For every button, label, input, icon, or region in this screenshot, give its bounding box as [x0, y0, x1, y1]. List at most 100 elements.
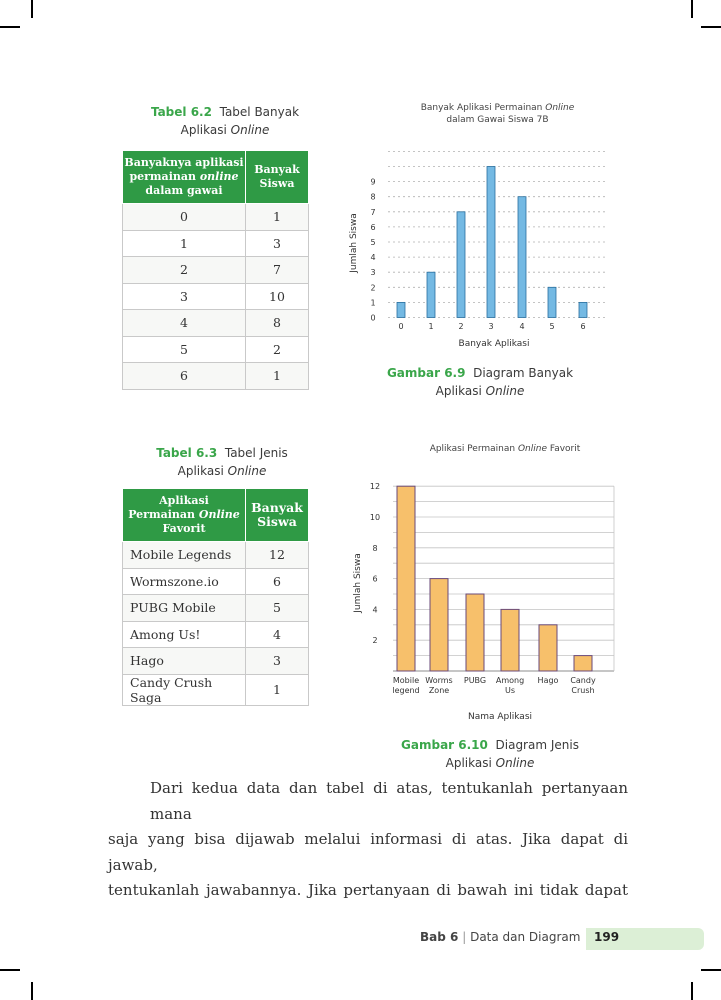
table1-header-col2: Banyak Siswa: [245, 150, 309, 204]
crop-mark: [0, 969, 20, 971]
table1: Banyaknya aplikasi permainan online dala…: [122, 150, 309, 390]
crop-mark: [691, 0, 693, 18]
x-tick-label: Among: [496, 676, 524, 685]
bar: [500, 608, 520, 672]
y-tick-label: 5: [370, 238, 375, 247]
x-tick-label: 1: [428, 322, 433, 331]
table-cell-category: 0: [122, 203, 246, 231]
paragraph-line: tentukanlah jawabannya. Jika pertanyaan …: [108, 881, 628, 899]
crop-mark: [31, 0, 33, 18]
x-tick-label: Candy: [570, 676, 596, 685]
table-cell-category: 4: [122, 309, 246, 337]
bar: [456, 211, 466, 318]
table-cell-count: 10: [245, 282, 309, 310]
x-tick-label: Worms: [425, 676, 452, 685]
crop-mark: [31, 982, 33, 1000]
crop-mark: [701, 26, 721, 28]
paragraph-line: saja yang bisa dijawab melalui informasi…: [108, 830, 628, 874]
table-cell-count: 5: [245, 594, 309, 622]
crop-mark: [701, 969, 721, 971]
table-cell-count: 1: [245, 673, 309, 706]
table2: Aplikasi Permainan Online Favorit Banyak…: [122, 488, 309, 706]
table-cell-count: 7: [245, 256, 309, 284]
table-row: 3 10: [122, 282, 309, 310]
x-tick-label: 0: [398, 322, 403, 331]
bar: [429, 578, 449, 672]
table-cell-count: 2: [245, 335, 309, 363]
table-cell-category: 5: [122, 335, 246, 363]
y-tick-label: 8: [372, 544, 377, 553]
table-row: Among Us! 4: [122, 620, 309, 648]
body-paragraph: Dari kedua data dan tabel di atas, tentu…: [108, 776, 628, 904]
y-tick-label: 4: [372, 605, 377, 614]
y-tick-label: 1: [370, 298, 375, 307]
x-axis-label: Nama Aplikasi: [468, 712, 532, 722]
figure1-label: Gambar 6.9: [386, 366, 466, 380]
table-cell-count: 3: [245, 229, 309, 257]
table-cell-category: Hago: [122, 647, 246, 675]
x-tick-label: 6: [580, 322, 585, 331]
table1-body: 0 1 1 3 2 7 3 10 4 8 5 2 6 1: [122, 203, 309, 390]
figure2-label: Gambar 6.10: [401, 738, 488, 752]
figure2-caption: Gambar 6.10 Diagram Jenis Aplikasi Onlin…: [401, 738, 579, 770]
y-axis-label: Jumlah Siswa: [353, 553, 363, 613]
table-cell-category: 6: [122, 362, 246, 390]
table1-title-line2: Aplikasi: [180, 123, 227, 137]
footer-separator: |: [462, 930, 467, 944]
bar: [426, 271, 436, 318]
table-row: Candy Crush Saga 1: [122, 673, 309, 706]
chart1-title: Banyak Aplikasi Permainan Online dalam G…: [420, 103, 575, 125]
y-tick-label: 8: [370, 193, 375, 202]
table1-title-line1: Tabel Banyak: [219, 105, 300, 119]
footer-title: Data dan Diagram: [470, 930, 581, 944]
x-tick-label: 2: [458, 322, 463, 331]
bar: [547, 286, 557, 318]
bar: [465, 593, 485, 672]
table-row: Wormszone.io 6: [122, 567, 309, 595]
table-cell-category: PUBG Mobile: [122, 594, 246, 622]
x-tick-label: Zone: [429, 686, 449, 695]
x-tick-label: PUBG: [464, 676, 486, 685]
table-cell-count: 1: [245, 362, 309, 390]
footer-running-head: Bab 6 | Data dan Diagram: [420, 930, 580, 944]
table1-caption: Tabel 6.2 Tabel Banyak Aplikasi Online: [135, 103, 315, 139]
table2-body: Mobile Legends 12 Wormszone.io 6 PUBG Mobile…: [122, 541, 309, 706]
table-cell-count: 8: [245, 309, 309, 337]
table-cell-category: Candy Crush Saga: [122, 673, 246, 706]
table-cell-count: 1: [245, 203, 309, 231]
y-tick-label: 0: [370, 314, 375, 323]
table-cell-category: 1: [122, 229, 246, 257]
y-tick-label: 9: [370, 178, 375, 187]
paragraph-line: Dari kedua data dan tabel di atas, tentu…: [150, 779, 628, 823]
crop-mark: [691, 982, 693, 1000]
y-tick-label: 2: [372, 636, 377, 645]
bar: [578, 301, 588, 318]
table-cell-category: Wormszone.io: [122, 567, 246, 595]
table-row: Mobile Legends 12: [122, 541, 309, 569]
table-row: Hago 3: [122, 647, 309, 675]
bar: [573, 655, 593, 672]
x-tick-label: 3: [488, 322, 493, 331]
page-number: 199: [594, 930, 620, 944]
table-cell-category: 3: [122, 282, 246, 310]
y-tick-label: 6: [372, 575, 377, 584]
y-tick-label: 6: [370, 223, 375, 232]
chart2-title: Aplikasi Permainan Online Favorit: [429, 444, 581, 454]
figure1-caption: Gambar 6.9 Diagram Banyak Aplikasi Onlin…: [386, 366, 574, 398]
table-cell-count: 4: [245, 620, 309, 648]
y-tick-label: 3: [370, 268, 375, 277]
crop-mark: [0, 26, 20, 28]
table2-label: Tabel 6.3: [156, 446, 218, 460]
y-axis-label: Jumlah Siswa: [349, 213, 359, 273]
bar: [486, 166, 496, 318]
x-tick-label: legend: [392, 686, 419, 695]
x-axis-label: Banyak Aplikasi: [459, 339, 530, 349]
x-tick-label: Hago: [538, 676, 559, 685]
bar: [538, 624, 558, 672]
